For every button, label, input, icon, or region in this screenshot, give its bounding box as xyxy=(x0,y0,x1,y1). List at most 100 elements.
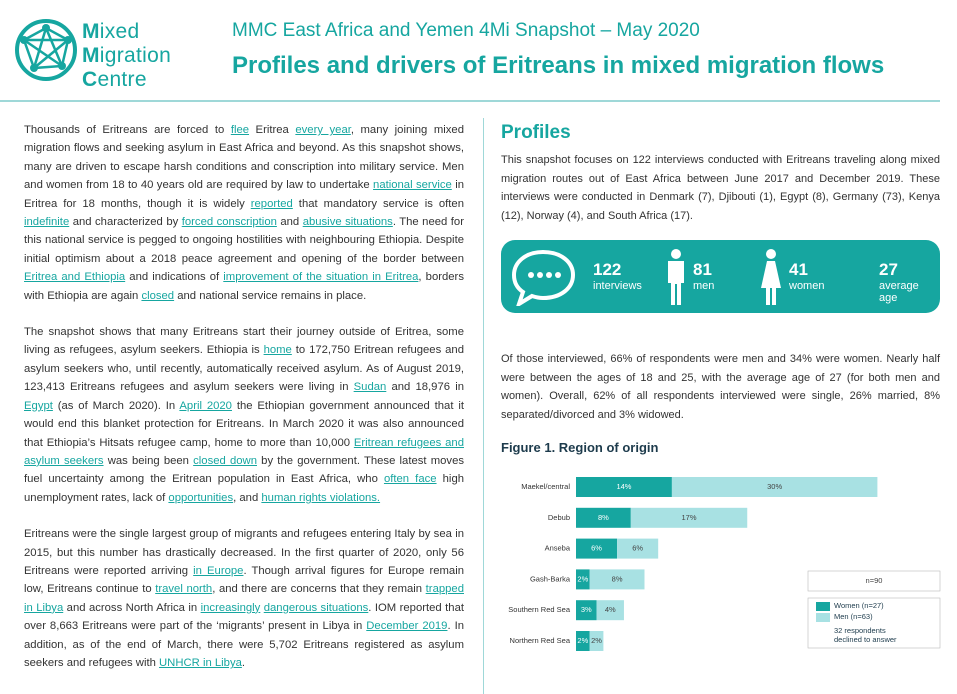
link[interactable]: closed xyxy=(141,289,175,302)
link[interactable]: increasingly xyxy=(200,601,261,614)
bar-segment xyxy=(576,538,618,559)
stat-label: interviews xyxy=(593,280,642,292)
link[interactable]: Sudan xyxy=(353,381,387,394)
link[interactable]: every year xyxy=(295,124,351,136)
bar-segment xyxy=(576,507,631,528)
text: , many joining mixed migration flows and… xyxy=(24,124,464,192)
paragraph: Eritreans were the single largest group … xyxy=(24,525,464,672)
category-label: Southern Red Sea xyxy=(508,605,571,614)
legend-swatch xyxy=(816,613,830,622)
link[interactable]: travel north xyxy=(155,583,213,596)
column-divider xyxy=(483,118,484,694)
text: Thousands of Eritreans are forced to xyxy=(24,124,231,136)
link[interactable]: December 2019 xyxy=(366,620,448,633)
text: high unemployment rates, lack of xyxy=(24,473,465,504)
link[interactable]: abusive situations xyxy=(302,216,393,229)
section-heading: Profiles xyxy=(501,122,571,143)
logo-text: Migration xyxy=(82,44,172,67)
text: and 18,976 in xyxy=(386,381,464,394)
text: . xyxy=(241,656,246,669)
bar-segment xyxy=(596,600,624,621)
link[interactable]: April 2020 xyxy=(179,399,232,412)
text: and xyxy=(276,216,303,229)
value-label: 17% xyxy=(682,513,697,522)
link[interactable]: forced conscription xyxy=(181,216,277,229)
link[interactable]: reported xyxy=(250,197,293,210)
stat-label: men xyxy=(693,280,715,292)
logo-text: Mixed xyxy=(82,20,140,43)
value-label: 6% xyxy=(591,544,602,553)
link[interactable]: national service xyxy=(373,179,452,192)
logo-icon xyxy=(15,19,77,81)
legend-label: Women (n=27) xyxy=(834,601,884,610)
bar-segment xyxy=(630,507,748,528)
category-label: Debub xyxy=(548,513,570,522)
bar-segment xyxy=(576,600,597,621)
bar-segment xyxy=(576,477,672,497)
text: . In addition, as of the end of March, t… xyxy=(24,620,464,669)
link[interactable]: dangerous situations xyxy=(263,601,369,614)
legend-swatch xyxy=(816,602,830,611)
link[interactable]: in Europe xyxy=(193,564,244,577)
speech-icon xyxy=(511,249,576,306)
text: to 172,750 Eritrean refugees and asylum … xyxy=(24,344,464,394)
text: . Though arrival figures for Europe rema… xyxy=(24,564,464,596)
header-rule xyxy=(0,100,940,102)
stat-value: 41 xyxy=(789,260,808,279)
value-label: 6% xyxy=(632,544,643,553)
link[interactable]: flee xyxy=(230,124,250,136)
link[interactable]: Eritrea and Ethiopia xyxy=(24,271,126,284)
text: , and there are concerns that they remai… xyxy=(212,583,426,596)
text: . The need for this national service is … xyxy=(24,216,464,265)
link[interactable]: improvement of the situation in Eritrea xyxy=(223,271,419,284)
text: , and xyxy=(233,491,262,504)
bar-segment xyxy=(589,569,645,590)
link[interactable]: trapped in Libya xyxy=(24,583,464,614)
paragraph: Thousands of Eritreans are forced to fle… xyxy=(24,121,464,305)
link[interactable]: indefinite xyxy=(24,216,70,229)
paragraph: This snapshot focuses on 122 interviews … xyxy=(501,154,940,222)
figure-title: Figure 1. Region of origin xyxy=(501,440,659,455)
stat-value: 122 xyxy=(593,260,622,279)
category-label: Northern Red Sea xyxy=(510,636,571,645)
value-label: 2% xyxy=(577,636,588,645)
bar-segment xyxy=(617,538,659,559)
text: (as of March 2020). In xyxy=(52,399,180,412)
text: was being been xyxy=(103,454,194,467)
link[interactable]: closed down xyxy=(193,454,257,467)
value-label: 4% xyxy=(605,605,616,614)
bar-segment xyxy=(576,569,590,590)
text: the Ethiopian government announced that … xyxy=(24,399,464,449)
left-column: Thousands of Eritreans are forced to fle… xyxy=(24,121,464,690)
link[interactable]: UNHCR in Libya xyxy=(159,656,242,669)
link[interactable]: often face xyxy=(383,473,437,486)
value-label: 2% xyxy=(591,636,602,645)
paragraph: Of those interviewed, 66% of respondents… xyxy=(501,353,940,421)
value-label: 8% xyxy=(612,574,623,583)
value-label: 2% xyxy=(577,574,588,583)
text: and indications of xyxy=(125,271,224,284)
value-label: 14% xyxy=(616,482,631,491)
link[interactable]: opportunities xyxy=(168,491,234,504)
paragraph: The snapshot shows that many Eritreans s… xyxy=(24,323,464,507)
bar-segment xyxy=(671,477,878,497)
bar-segment xyxy=(589,631,604,651)
subtitle: MMC East Africa and Yemen 4Mi Snapshot –… xyxy=(232,20,700,41)
man-icon xyxy=(668,249,684,305)
link[interactable]: Eritrean refugees and asylum seekers xyxy=(24,436,464,467)
link[interactable]: home xyxy=(263,344,292,357)
chart: Maekel/central Debub Anseba Gash-Barka South… xyxy=(508,477,941,651)
link[interactable]: human rights violations. xyxy=(261,491,381,504)
text: Eritreans were the single largest group … xyxy=(24,528,464,577)
woman-icon xyxy=(761,249,781,305)
text: . IOM reported that over 8,663 Eritreans… xyxy=(24,601,464,633)
text: Eritrea xyxy=(249,124,296,136)
text: that mandatory service is often xyxy=(292,197,464,210)
text: and characterized by xyxy=(69,216,182,229)
total-label: n=90 xyxy=(866,576,883,585)
stat-value: 27 xyxy=(879,260,898,279)
stat-label: women xyxy=(789,280,825,292)
category-label: Maekel/central xyxy=(521,482,570,491)
link[interactable]: Egypt xyxy=(24,399,53,412)
